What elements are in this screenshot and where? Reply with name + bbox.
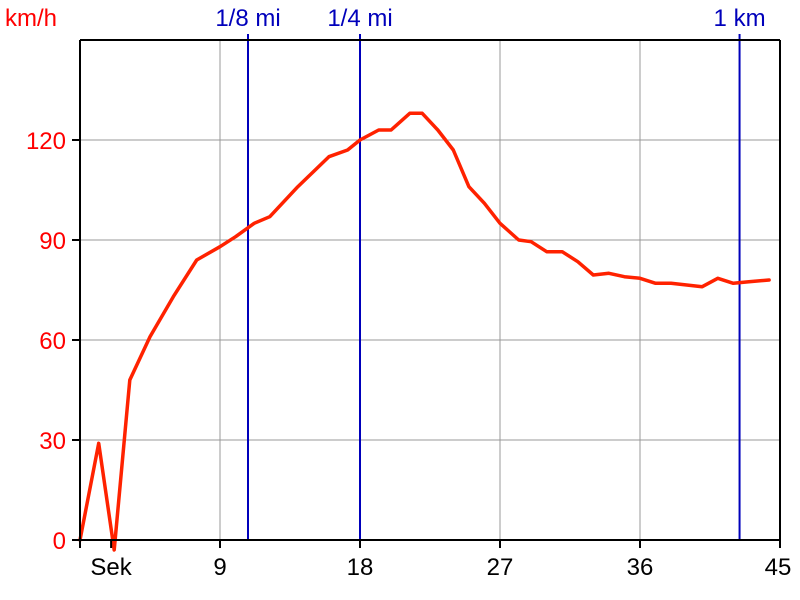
data-point bbox=[296, 185, 299, 188]
data-point bbox=[716, 277, 719, 280]
data-point bbox=[576, 260, 579, 263]
x-tick-label: 18 bbox=[347, 554, 374, 581]
data-point bbox=[561, 250, 564, 253]
y-axis-unit-label: km/h bbox=[5, 5, 57, 32]
data-point bbox=[113, 549, 116, 551]
data-point bbox=[390, 129, 392, 131]
y-tick-label: 30 bbox=[39, 428, 66, 455]
x-tick-label: 36 bbox=[627, 554, 654, 581]
distance-markers: 1/8 mi 1/4 mi 1 km bbox=[215, 5, 766, 540]
y-tick-label: 90 bbox=[39, 228, 66, 255]
data-point bbox=[530, 240, 532, 243]
data-point bbox=[219, 245, 221, 248]
x-tick-label: Sek bbox=[90, 554, 132, 581]
data-point bbox=[608, 272, 610, 275]
data-point bbox=[359, 139, 361, 141]
x-tick-label: 45 bbox=[765, 554, 792, 581]
data-point bbox=[639, 277, 641, 280]
distance-marker-label: 1/8 mi bbox=[215, 5, 280, 32]
x-tick-label: 27 bbox=[487, 554, 514, 581]
data-point bbox=[517, 239, 520, 241]
data-point bbox=[408, 112, 411, 115]
y-tick-label: 60 bbox=[39, 328, 66, 355]
data-point bbox=[623, 275, 626, 278]
data-point bbox=[592, 274, 595, 276]
data-point bbox=[452, 149, 455, 151]
y-tick-labels: 0 30 60 90 120 bbox=[26, 128, 80, 555]
data-point bbox=[421, 112, 424, 115]
axes bbox=[72, 39, 781, 548]
data-point bbox=[149, 335, 151, 338]
data-point bbox=[545, 250, 548, 253]
grid bbox=[80, 40, 780, 540]
speed-series-line bbox=[78, 111, 771, 552]
data-point bbox=[253, 222, 256, 225]
data-point bbox=[195, 259, 198, 261]
data-point bbox=[654, 282, 657, 285]
data-point bbox=[377, 129, 380, 131]
y-tick-label: 0 bbox=[53, 528, 66, 555]
series-layer bbox=[78, 111, 771, 552]
data-point bbox=[234, 235, 237, 238]
data-point bbox=[748, 280, 750, 283]
x-tick-label: 9 bbox=[213, 554, 226, 581]
distance-marker-label: 1/4 mi bbox=[327, 5, 392, 32]
data-point bbox=[268, 215, 271, 218]
data-point bbox=[701, 285, 704, 288]
distance-marker-label: 1 km bbox=[714, 5, 766, 32]
data-point bbox=[670, 282, 672, 285]
data-point bbox=[468, 185, 470, 188]
data-point bbox=[328, 155, 330, 158]
x-tick-labels: Sek 9 18 27 36 45 bbox=[90, 540, 791, 581]
data-point bbox=[436, 129, 439, 131]
data-point bbox=[732, 282, 735, 285]
data-point bbox=[685, 284, 688, 286]
data-point bbox=[768, 279, 770, 281]
data-point bbox=[483, 202, 486, 205]
data-point bbox=[97, 442, 100, 445]
data-point bbox=[128, 379, 131, 381]
data-point bbox=[172, 295, 175, 298]
y-tick-label: 120 bbox=[26, 128, 66, 155]
data-point bbox=[499, 222, 501, 225]
data-point bbox=[346, 149, 349, 151]
